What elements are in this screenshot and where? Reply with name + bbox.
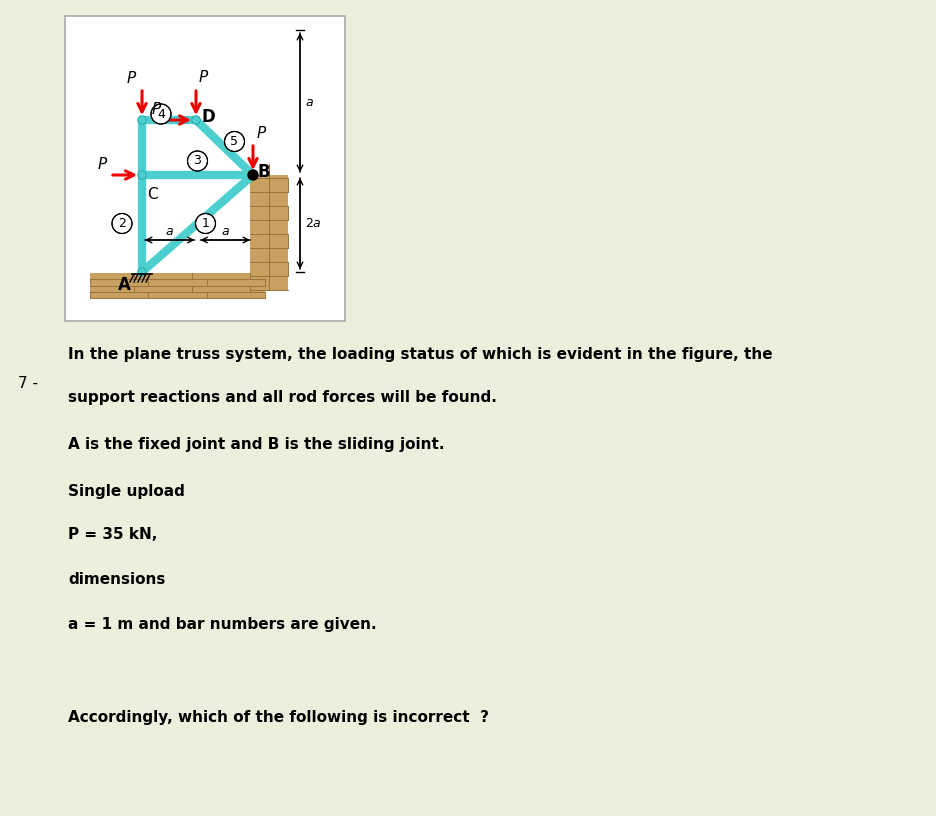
Text: In the plane truss system, the loading status of which is evident in the figure,: In the plane truss system, the loading s… xyxy=(68,347,772,362)
Text: $a$: $a$ xyxy=(165,225,174,238)
Circle shape xyxy=(193,117,198,123)
Bar xyxy=(65,16,344,321)
Text: P = 35 kN,: P = 35 kN, xyxy=(68,527,157,542)
Circle shape xyxy=(112,214,132,233)
Text: 1: 1 xyxy=(201,217,210,230)
Text: $P$: $P$ xyxy=(197,69,209,85)
Circle shape xyxy=(248,170,257,180)
Circle shape xyxy=(138,268,146,276)
Text: A: A xyxy=(117,276,130,294)
Text: support reactions and all rod forces will be found.: support reactions and all rod forces wil… xyxy=(68,390,496,405)
Text: B: B xyxy=(257,163,271,181)
Text: 5: 5 xyxy=(230,135,239,148)
Circle shape xyxy=(139,117,145,123)
Circle shape xyxy=(250,172,256,178)
Text: $P$: $P$ xyxy=(96,156,108,172)
Circle shape xyxy=(249,171,256,179)
Circle shape xyxy=(138,171,146,179)
Circle shape xyxy=(138,116,146,124)
Bar xyxy=(250,175,287,290)
Bar xyxy=(90,273,265,298)
Text: A is the fixed joint and B is the sliding joint.: A is the fixed joint and B is the slidin… xyxy=(68,437,444,452)
Text: 2: 2 xyxy=(118,217,125,230)
Circle shape xyxy=(192,116,199,124)
Circle shape xyxy=(151,104,170,124)
Circle shape xyxy=(139,172,145,178)
Text: Accordingly, which of the following is incorrect  ?: Accordingly, which of the following is i… xyxy=(68,710,489,725)
Circle shape xyxy=(225,131,244,152)
Text: a = 1 m and bar numbers are given.: a = 1 m and bar numbers are given. xyxy=(68,617,376,632)
Text: $a$: $a$ xyxy=(221,225,229,238)
Text: $2a$: $2a$ xyxy=(305,217,321,230)
Text: D: D xyxy=(202,108,215,126)
Circle shape xyxy=(196,214,215,233)
Text: $P$: $P$ xyxy=(125,70,137,86)
Circle shape xyxy=(139,269,145,275)
Circle shape xyxy=(187,151,207,171)
Text: 7 -: 7 - xyxy=(18,376,38,391)
Text: 3: 3 xyxy=(194,154,201,167)
Text: C: C xyxy=(147,187,157,202)
Text: $P$: $P$ xyxy=(151,101,162,117)
Text: $P$: $P$ xyxy=(256,125,267,141)
Text: $a$: $a$ xyxy=(305,96,314,109)
Text: 4: 4 xyxy=(157,108,165,121)
Text: Single upload: Single upload xyxy=(68,484,184,499)
Text: dimensions: dimensions xyxy=(68,572,165,587)
